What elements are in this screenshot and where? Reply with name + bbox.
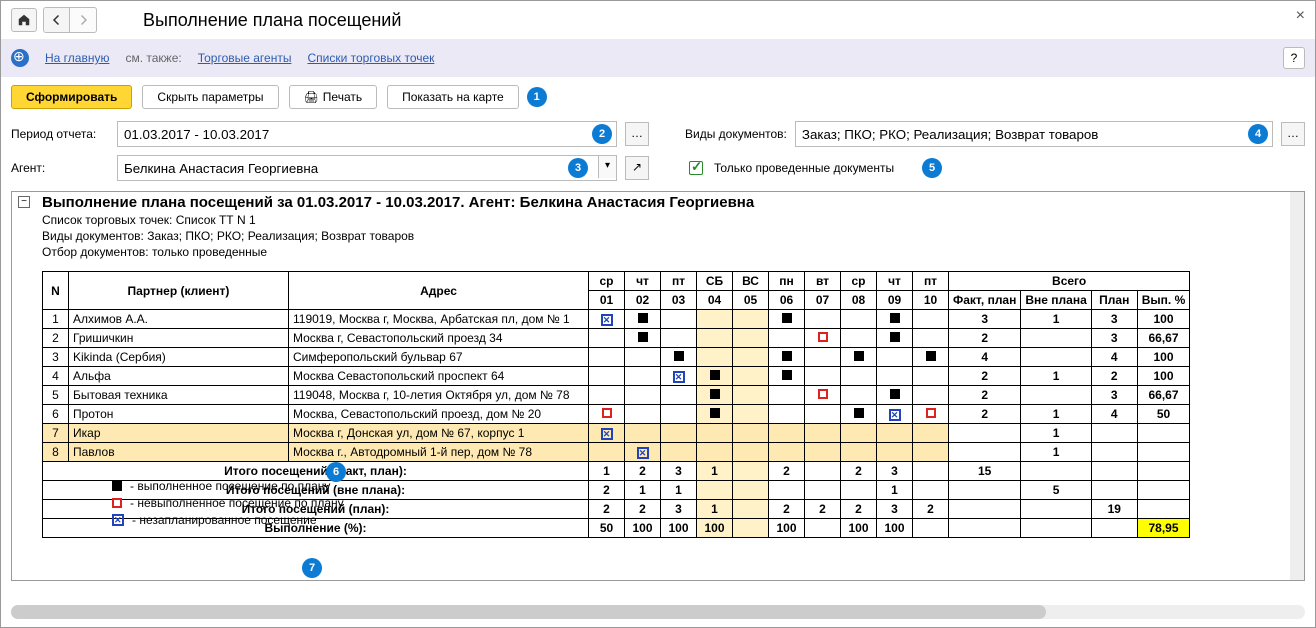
period-input[interactable] [118, 122, 616, 146]
callout-1: 1 [527, 87, 547, 107]
mark-extra-icon: ✕ [601, 428, 613, 440]
mark-miss-icon [818, 332, 828, 342]
link-home[interactable]: На главную [45, 51, 109, 65]
doctypes-input[interactable] [796, 122, 1272, 146]
forward-button[interactable] [70, 8, 96, 32]
doctypes-label: Виды документов: [685, 127, 787, 141]
back-button[interactable] [44, 8, 70, 32]
callout-6: 6 [326, 462, 346, 482]
globe-icon [11, 49, 29, 67]
mark-plan-icon [674, 351, 684, 361]
mark-plan-icon [782, 351, 792, 361]
print-button[interactable]: 🖨 Печать [289, 85, 378, 109]
table-row[interactable]: 8ПавловМосква г., Автодромный 1-й пер, д… [43, 443, 1190, 462]
agent-input[interactable] [118, 156, 598, 180]
only-posted-label: Только проведенные документы [714, 161, 894, 175]
vertical-scrollbar[interactable] [1290, 192, 1304, 580]
table-row[interactable]: 1Алхимов А.А.119019, Москва г, Москва, А… [43, 310, 1190, 329]
mark-plan-icon [710, 408, 720, 418]
action-bar: Сформировать Скрыть параметры 🖨 Печать П… [1, 77, 1315, 117]
see-also-label: см. также: [125, 51, 181, 65]
mark-plan-icon [854, 408, 864, 418]
callout-7: 7 [302, 558, 322, 578]
legend: - выполненное посещение по плану- невыпо… [112, 476, 344, 530]
mark-plan-icon [890, 313, 900, 323]
mark-plan-icon [710, 389, 720, 399]
callout-2: 2 [592, 124, 612, 144]
doctypes-picker-button[interactable]: … [1281, 122, 1305, 146]
show-map-button[interactable]: Показать на карте [387, 85, 519, 109]
link-agents[interactable]: Торговые агенты [198, 51, 292, 65]
callout-5: 5 [922, 158, 942, 178]
mark-plan-icon [854, 351, 864, 361]
printer-icon: 🖨 [304, 90, 319, 104]
mark-extra-icon: ✕ [637, 447, 649, 459]
table-row[interactable]: 2ГришичкинМосква г, Севастопольский прое… [43, 329, 1190, 348]
period-picker-button[interactable]: … [625, 122, 649, 146]
mark-extra-icon: ✕ [673, 371, 685, 383]
mark-plan-icon [638, 313, 648, 323]
callout-3: 3 [568, 158, 588, 178]
mark-plan-icon [710, 370, 720, 380]
report-title: Выполнение плана посещений за 01.03.2017… [42, 194, 1300, 211]
agent-select-button[interactable]: ▾ [598, 156, 616, 178]
page-title: Выполнение плана посещений [143, 10, 401, 31]
mark-plan-icon [112, 481, 122, 491]
only-posted-checkbox[interactable] [689, 161, 703, 175]
period-label: Период отчета: [11, 127, 109, 141]
link-bar: На главную см. также: Торговые агенты Сп… [1, 39, 1315, 77]
report-sub1: Список торговых точек: Список ТТ N 1 [42, 213, 1300, 227]
mark-extra-icon: ✕ [601, 314, 613, 326]
mark-plan-icon [890, 332, 900, 342]
mark-extra-icon: ✕ [112, 514, 124, 526]
agent-open-button[interactable]: ↗ [625, 156, 649, 180]
link-points[interactable]: Списки торговых точек [307, 51, 434, 65]
table-row[interactable]: 3Kikinda (Сербия)Симферопольский бульвар… [43, 348, 1190, 367]
hide-params-button[interactable]: Скрыть параметры [142, 85, 278, 109]
mark-extra-icon: ✕ [889, 409, 901, 421]
mark-plan-icon [638, 332, 648, 342]
report-sub2: Виды документов: Заказ; ПКО; РКО; Реализ… [42, 229, 1300, 243]
close-icon[interactable]: × [1296, 7, 1305, 25]
help-button[interactable]: ? [1283, 47, 1305, 69]
mark-miss-icon [926, 408, 936, 418]
table-row[interactable]: 5Бытовая техника119048, Москва г, 10-лет… [43, 386, 1190, 405]
callout-4: 4 [1248, 124, 1268, 144]
report-area: − Выполнение плана посещений за 01.03.20… [11, 191, 1305, 581]
print-label: Печать [323, 90, 362, 104]
mark-plan-icon [926, 351, 936, 361]
table-row[interactable]: 7ИкарМосква г, Донская ул, дом № 67, кор… [43, 424, 1190, 443]
horizontal-scrollbar[interactable] [11, 605, 1305, 619]
mark-plan-icon [890, 389, 900, 399]
report-sub3: Отбор документов: только проведенные [42, 245, 1300, 259]
mark-miss-icon [112, 498, 122, 508]
agent-label: Агент: [11, 161, 109, 175]
mark-plan-icon [782, 313, 792, 323]
mark-plan-icon [782, 370, 792, 380]
table-row[interactable]: 4АльфаМосква Севастопольский проспект 64… [43, 367, 1190, 386]
mark-miss-icon [818, 389, 828, 399]
collapse-toggle[interactable]: − [18, 196, 30, 208]
table-row[interactable]: 6ПротонМосква, Севастопольский проезд, д… [43, 405, 1190, 424]
generate-button[interactable]: Сформировать [11, 85, 132, 109]
home-button[interactable] [11, 8, 37, 32]
mark-miss-icon [602, 408, 612, 418]
